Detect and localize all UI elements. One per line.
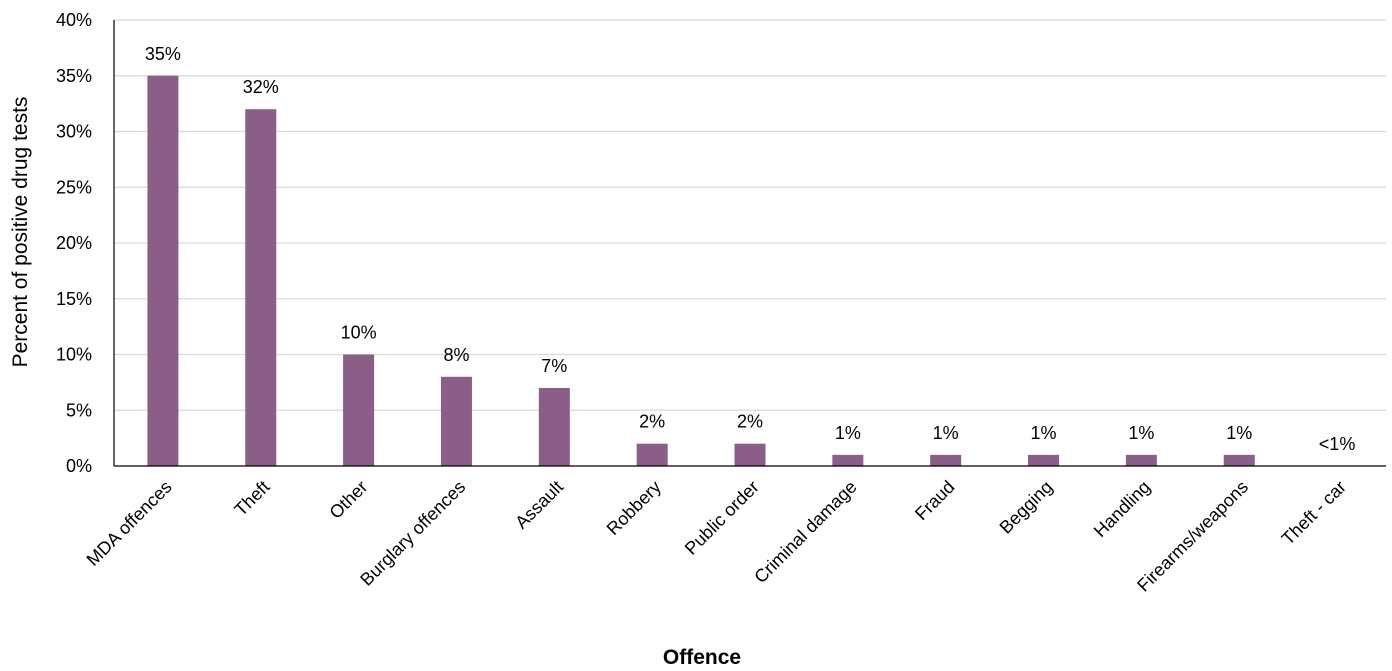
bar [343,354,375,466]
bar [245,109,277,466]
data-label: 1% [933,423,959,443]
data-label: 2% [737,412,763,432]
x-axis-label: Offence [663,646,741,669]
bar [734,443,766,466]
data-label: <1% [1319,434,1356,454]
data-label: 2% [639,412,665,432]
y-tick-label: 30% [56,122,92,142]
y-tick-label: 15% [56,289,92,309]
gridlines [114,19,1386,411]
x-tick-label: Public order [681,477,763,559]
data-label: 8% [443,345,469,365]
x-tick-label: Firearms/weapons [1133,477,1252,596]
bar [636,443,668,466]
y-tick-label: 5% [66,400,92,420]
x-tick-label: Fraud [911,477,958,524]
x-tick-label: Handling [1090,477,1154,541]
data-label: 35% [145,44,181,64]
x-tick-label: Theft - car [1278,477,1350,549]
bars [147,75,1255,466]
data-label: 1% [1031,423,1057,443]
data-label: 10% [341,323,377,343]
bar [1125,454,1157,466]
bar [832,454,864,466]
x-tick-label: Criminal damage [750,477,860,587]
data-label: 1% [1128,423,1154,443]
bar [1028,454,1060,466]
x-tick-label: Burglary offences [356,477,469,590]
y-tick-label: 40% [56,10,92,30]
y-tick-label: 20% [56,233,92,253]
x-tick-label: Other [325,477,371,523]
data-label: 1% [1226,423,1252,443]
bar [1223,454,1255,466]
bar [440,376,472,466]
bar [538,387,570,466]
x-tick-label: Begging [996,477,1057,538]
data-labels: 35% 32% 10% 8% 7% 2% 2% 1% 1% 1% 1% 1% <1% [145,44,1355,454]
x-tick-label: Robbery [603,477,665,539]
x-tick-label: Theft [230,477,273,520]
x-tick-label: MDA offences [83,477,176,570]
y-axis-label: Percent of positive drug tests [9,97,32,368]
data-label: 32% [243,77,279,97]
y-tick-label: 0% [66,456,92,476]
bar [147,75,179,466]
y-tick-label: 10% [56,345,92,365]
bar [930,454,962,466]
y-tick-label: 25% [56,177,92,197]
y-tick-label: 35% [56,66,92,86]
x-tick-label: Assault [511,477,567,533]
data-label: 1% [835,423,861,443]
y-axis-ticks: 0% 5% 10% 15% 20% 25% 30% 35% 40% [56,10,92,476]
data-label: 7% [541,356,567,376]
